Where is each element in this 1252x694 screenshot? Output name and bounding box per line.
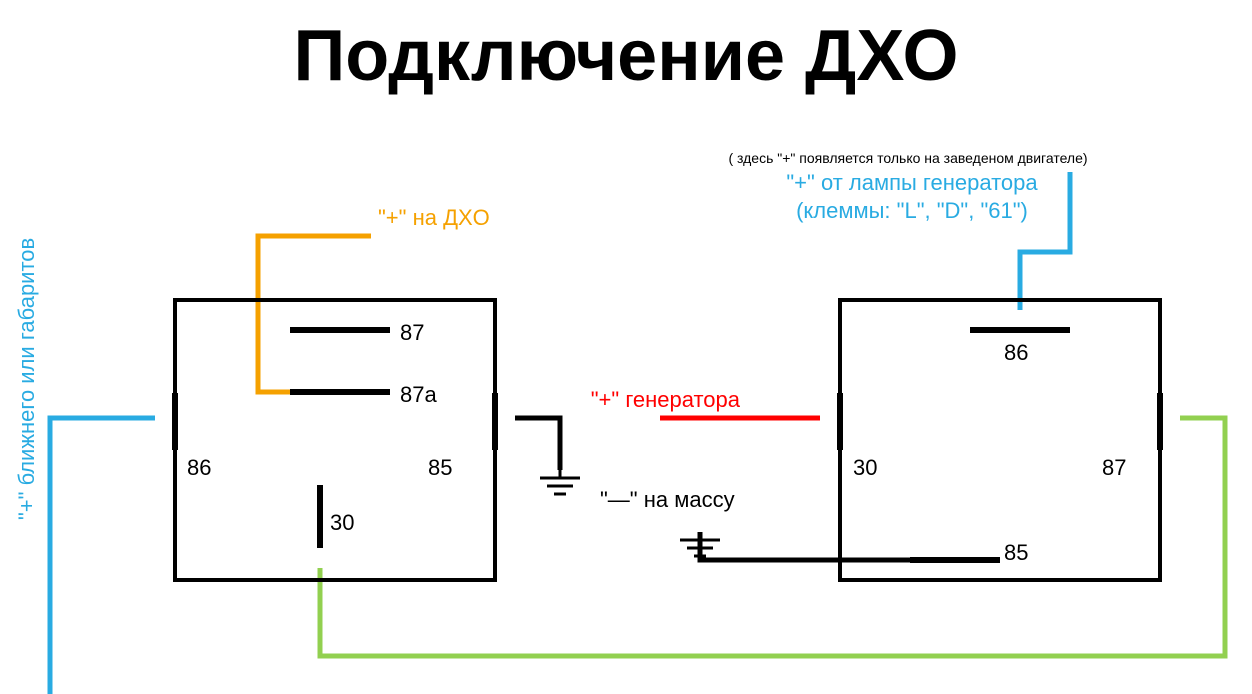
label-11: 86 — [1004, 340, 1028, 365]
label-5: "—" на массу — [600, 487, 735, 512]
wire-2 — [515, 418, 560, 470]
ground-symbol-0 — [540, 470, 580, 494]
label-6: 87 — [400, 320, 424, 345]
diagram-canvas: Подключение ДХО "+" на ДXO ( здесь "+" поя… — [0, 0, 1252, 694]
side-label-low-beam: "+" ближнего или габаритов — [14, 238, 39, 520]
label-3: (клеммы: "L", "D", "61") — [796, 198, 1028, 223]
label-9: 85 — [428, 455, 452, 480]
wire-6 — [320, 418, 1225, 656]
diagram-title: Подключение ДХО — [294, 16, 959, 96]
relay-box-1 — [175, 300, 495, 580]
label-13: 87 — [1102, 455, 1126, 480]
label-7: 87a — [400, 382, 437, 407]
relay-box-2 — [840, 300, 1160, 580]
label-14: 85 — [1004, 540, 1028, 565]
label-12: 30 — [853, 455, 877, 480]
label-2: "+" от лампы генератора — [786, 170, 1038, 195]
wire-1 — [50, 418, 155, 694]
label-4: "+" генератора — [591, 387, 741, 412]
label-0: "+" на ДXO — [378, 205, 490, 230]
wire-0 — [258, 236, 371, 392]
label-10: 30 — [330, 510, 354, 535]
label-8: 86 — [187, 455, 211, 480]
wire-5 — [700, 532, 910, 560]
label-1: ( здесь "+" появляется только на заведен… — [728, 150, 1087, 166]
